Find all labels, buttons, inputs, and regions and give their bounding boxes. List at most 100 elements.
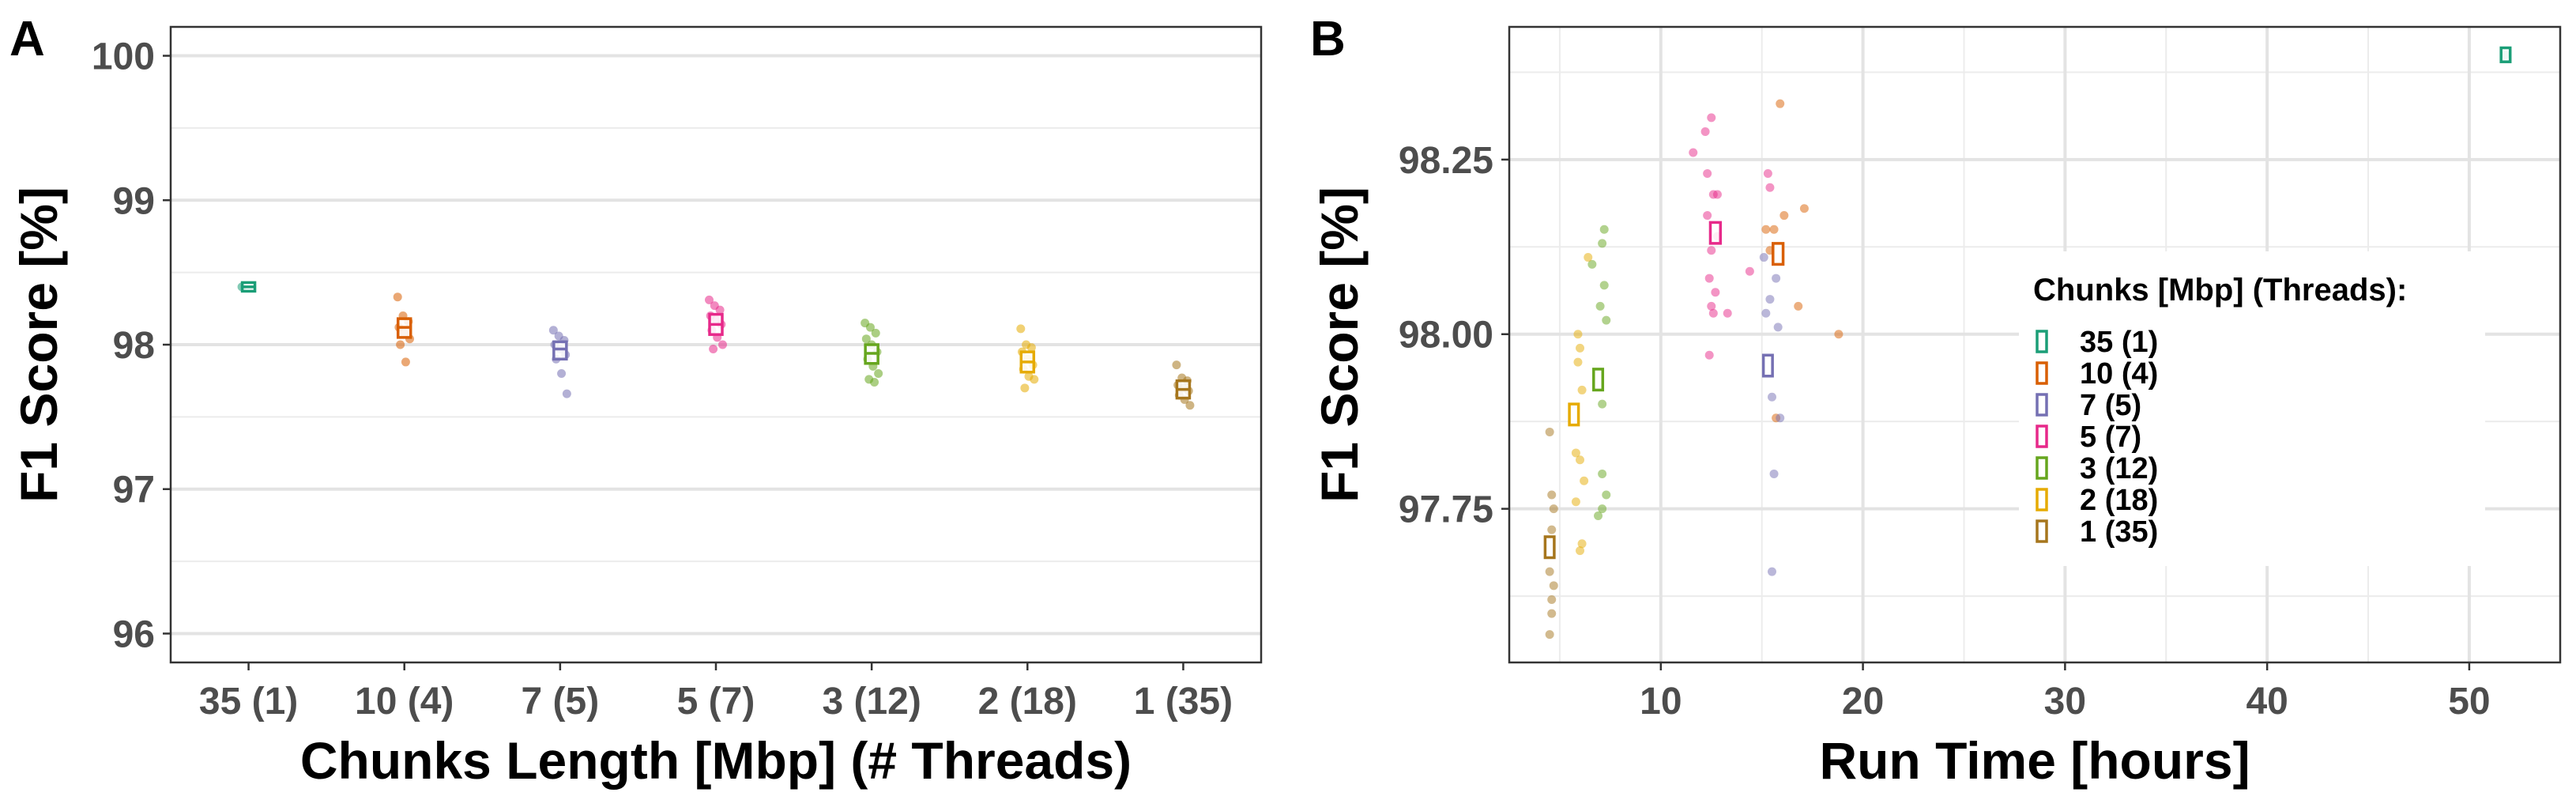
panel-b-x-tick-label: 50 <box>2448 681 2490 723</box>
panel-b-x-axis-title: Run Time [hours] <box>1819 731 2250 790</box>
legend-label: 2 (18) <box>2080 484 2158 517</box>
panel-b-data-point <box>1602 315 1611 325</box>
panel-b-data-point <box>1571 497 1580 507</box>
legend-key <box>2036 393 2048 417</box>
panel-b-data-point <box>1547 609 1557 618</box>
panel-b-data-point <box>1703 169 1712 179</box>
legend-label: 10 (4) <box>2080 357 2158 391</box>
panel-a-data-point <box>1026 343 1036 353</box>
panel-b-data-point <box>1598 469 1607 478</box>
panel-b-data-point <box>1704 274 1714 283</box>
panel-b-legend: Chunks [Mbp] (Threads): 35 (1)10 (4)7 (5… <box>2019 251 2485 566</box>
panel-b-data-point <box>1769 225 1779 234</box>
panel-a-x-axis-title: Chunks Length [Mbp] (# Threads) <box>300 731 1132 790</box>
panel-b-marks <box>1543 46 2512 640</box>
panel-b-data-point <box>1761 308 1771 318</box>
panel-b-box <box>1592 368 1605 392</box>
panel-a-data-point <box>709 344 718 353</box>
panel-b-data-point <box>1768 567 1776 576</box>
panel-b-data-point <box>1834 330 1843 339</box>
panel-b-data-point <box>1708 308 1718 318</box>
panel-b-data-point <box>1549 504 1558 514</box>
panel-a-data-point <box>718 340 727 349</box>
panel-b-data-point <box>1580 476 1589 485</box>
panel-b-data-point <box>1584 253 1593 262</box>
panel-b-data-point <box>1547 525 1557 534</box>
legend-label: 5 (7) <box>2080 421 2141 454</box>
panel-b-y-tick-label: 97.75 <box>1399 489 1493 531</box>
panel-b-data-point <box>1704 350 1714 360</box>
panel-b-data-point <box>1779 211 1789 221</box>
panel-a-data-point <box>1020 383 1030 393</box>
panel-a-data-point <box>861 334 871 344</box>
panel-b-data-point <box>1711 288 1720 297</box>
panel-a-x-tick-label: 2 (18) <box>978 681 1077 723</box>
panel-b-data-point <box>1545 630 1554 640</box>
panel-b-data-point <box>1712 190 1722 199</box>
panel-b-data-point <box>1707 301 1716 311</box>
panel-b-data-point <box>1759 253 1768 262</box>
panel-b-data-point <box>1594 511 1603 520</box>
panel-b-data-point <box>1602 490 1611 500</box>
legend-key <box>2036 519 2048 543</box>
panel-b: B Chunks [Mbp] (Threads): 35 (1)10 (4)7 … <box>1310 12 2562 790</box>
panel-b-data-point <box>1707 246 1716 255</box>
panel-b-x-tick-label: 20 <box>1842 681 1884 723</box>
panel-b-data-point <box>1763 169 1772 179</box>
panel-b-data-point <box>1772 274 1781 283</box>
panel-b-box <box>1761 353 1774 378</box>
panel-a-grid <box>171 54 1261 636</box>
panel-a-data-point <box>401 357 410 367</box>
panel-b-data-point <box>1599 281 1609 290</box>
panel-b-data-point <box>1703 211 1712 221</box>
panel-a-data-point <box>548 326 558 335</box>
panel-b-x-tick-label: 10 <box>1640 681 1682 723</box>
panel-a-data-point <box>396 340 405 349</box>
legend-label: 1 (35) <box>2080 515 2158 549</box>
panel-b-data-point <box>1576 455 1585 465</box>
panel-a-data-point <box>1185 401 1195 410</box>
legend-label: 3 (12) <box>2080 452 2158 485</box>
panel-b-data-point <box>1761 225 1771 234</box>
panel-a-x-tick-label: 3 (12) <box>822 681 921 723</box>
panel-a-box <box>552 340 568 361</box>
panel-b-data-point <box>1745 266 1754 276</box>
panel-b-data-point <box>1598 399 1607 409</box>
panel-b-data-point <box>1547 490 1557 500</box>
panel-a-y-axis-title: F1 Score [%] <box>9 187 68 503</box>
legend-key <box>2036 330 2048 353</box>
panel-b-data-point <box>1700 127 1710 137</box>
panel-a-x-tick-label: 5 (7) <box>677 681 755 723</box>
panel-b-box <box>1543 535 1556 560</box>
panel-a-x-tick-label: 10 (4) <box>355 681 454 723</box>
panel-b-y-tick-label: 98.00 <box>1399 315 1493 357</box>
panel-b-data-point <box>1765 183 1775 192</box>
panel-b-data-point <box>1577 385 1587 394</box>
panel-b-border <box>1508 25 2562 664</box>
panel-b-data-point <box>1547 594 1557 604</box>
panel-a-data-point <box>865 323 875 332</box>
panel-b-data-point <box>1576 343 1585 353</box>
panel-b-box <box>1708 221 1723 245</box>
panel-b-data-point <box>1799 204 1809 213</box>
panel-a-marks <box>237 281 1195 410</box>
legend-label: 7 (5) <box>2080 389 2141 422</box>
legend-key <box>2036 425 2048 448</box>
panel-b-box <box>2499 46 2512 63</box>
panel-a-x-tick-label: 35 (1) <box>199 681 298 723</box>
panel-a-data-point <box>870 378 879 387</box>
legend-items: 35 (1)10 (4)7 (5)5 (7)3 (12)2 (18)1 (35) <box>2036 326 2158 549</box>
panel-a-data-point <box>1172 360 1181 370</box>
panel-label-b: B <box>1310 12 1346 66</box>
panel-a-y-tick-label: 97 <box>113 470 155 511</box>
panel-b-data-point <box>1549 581 1558 591</box>
panel-b-data-point <box>1598 504 1607 514</box>
panel-b-box <box>1772 242 1785 266</box>
panel-b-data-point <box>1723 308 1732 318</box>
legend-background <box>2019 251 2485 566</box>
panel-a-data-point <box>393 292 402 302</box>
panel-b-data-point <box>1571 448 1580 458</box>
panel-a-data-point <box>557 369 567 379</box>
panel-a-x-tick-label: 1 (35) <box>1134 681 1233 723</box>
